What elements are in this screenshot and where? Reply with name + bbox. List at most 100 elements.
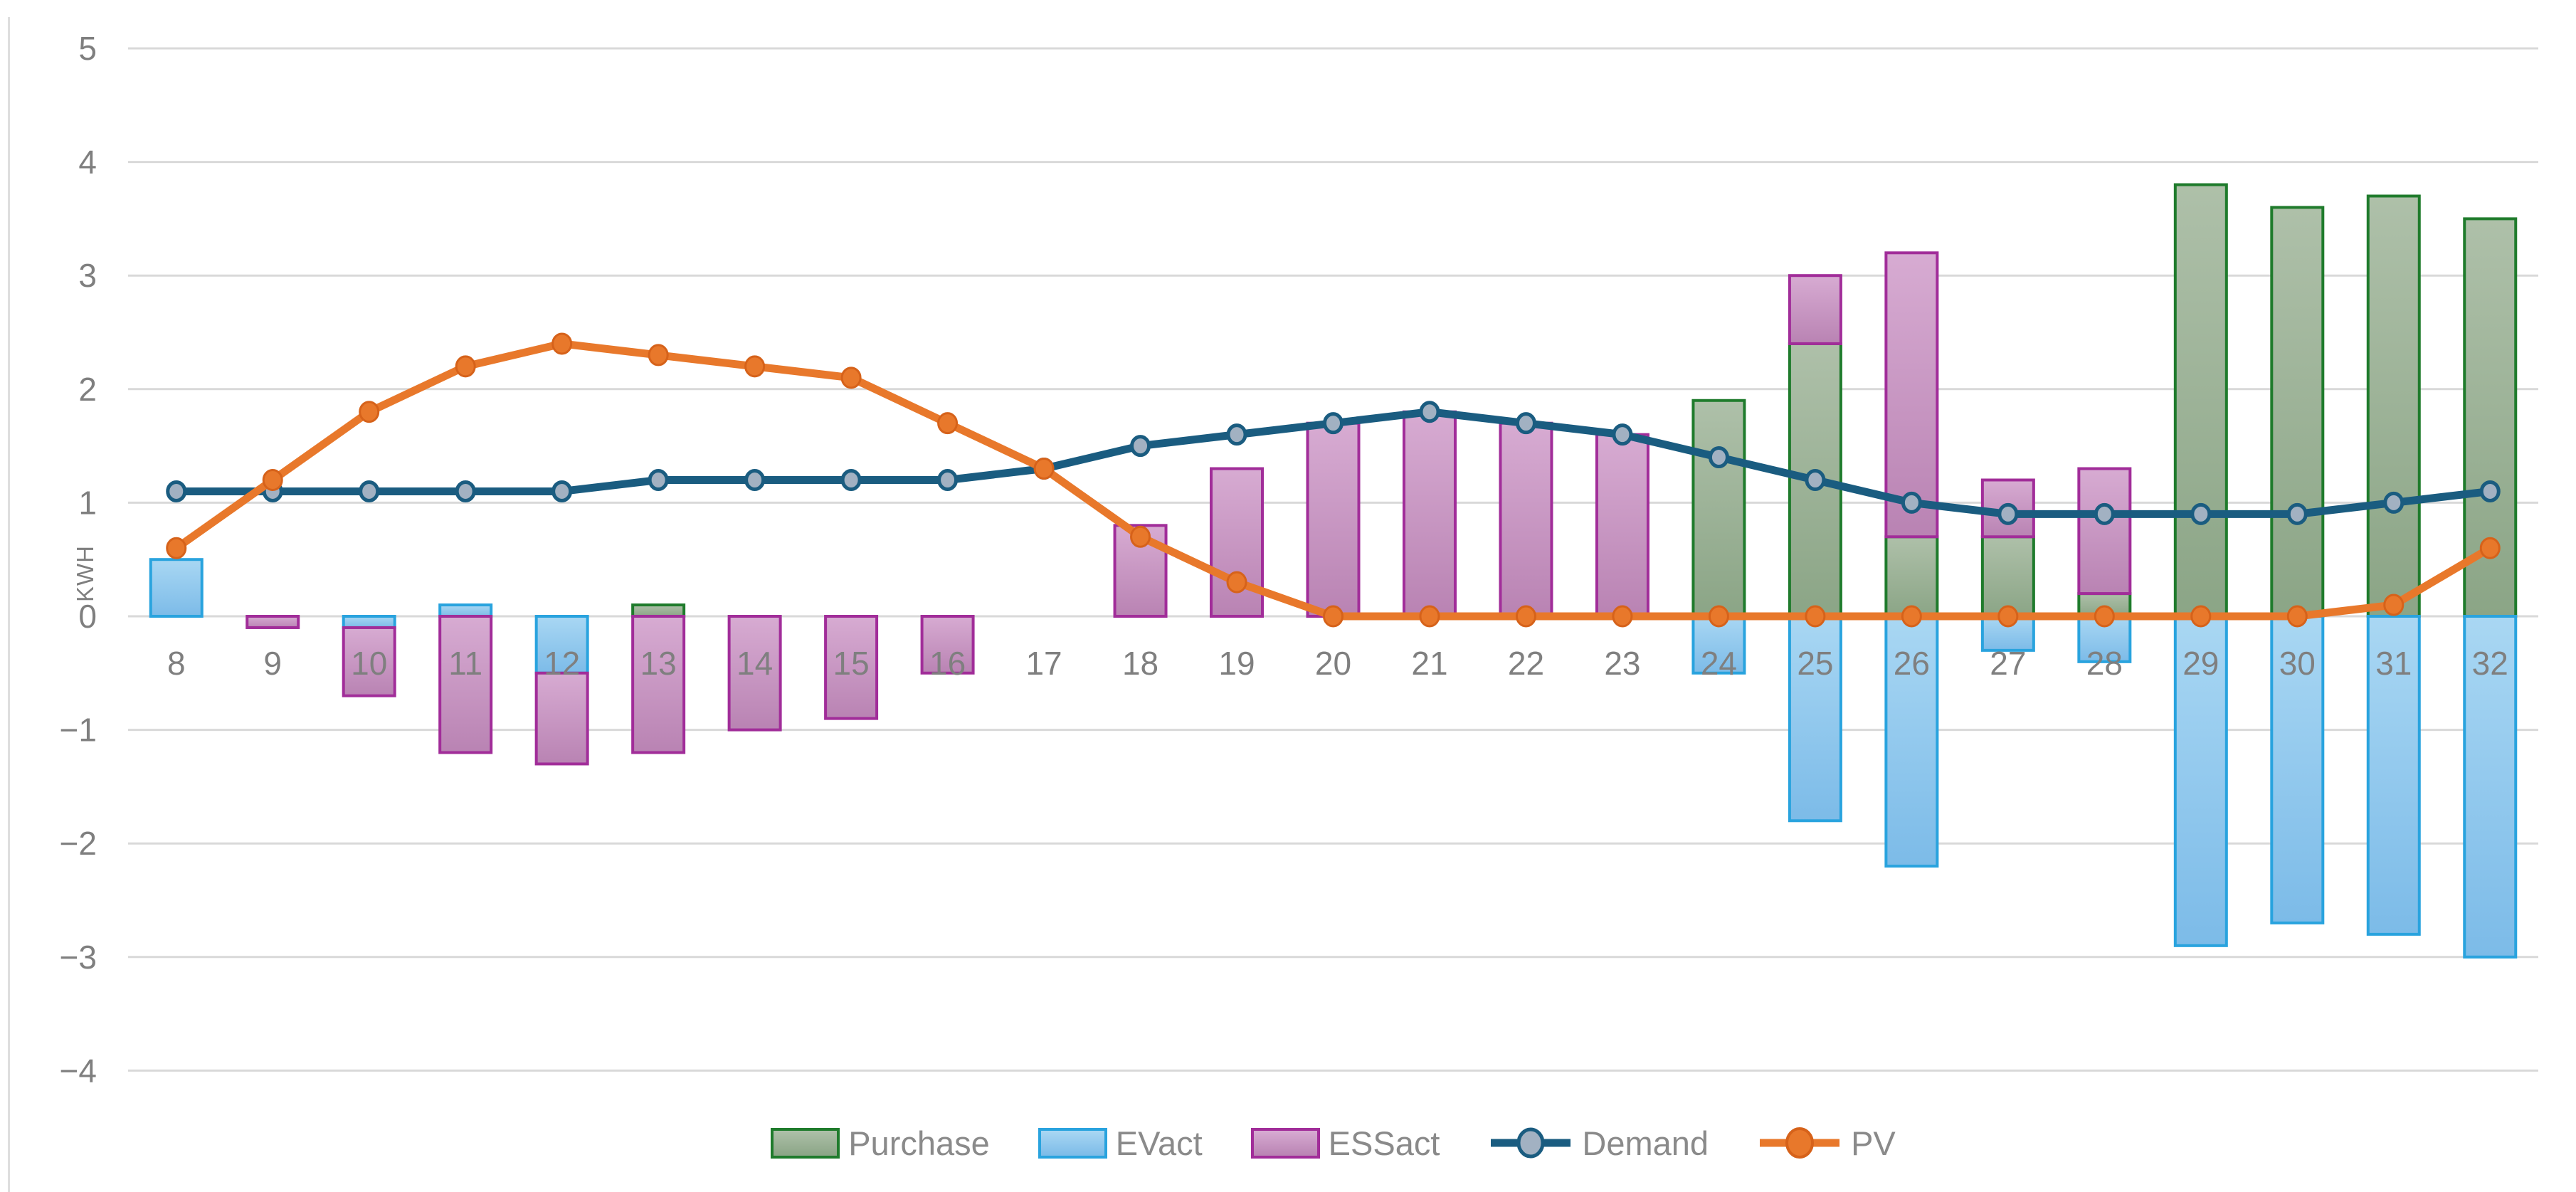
bar-essact-21[interactable] [1402,410,1457,618]
demand-marker-14[interactable] [744,468,766,491]
pv-marker-9[interactable] [262,468,283,491]
bar-evact-25[interactable] [1788,615,1842,823]
bar-essact-22[interactable] [1499,421,1553,618]
x-label-19: 19 [1218,645,1255,682]
bar-essact-19[interactable] [1210,467,1265,618]
demand-marker-19[interactable] [1226,423,1247,446]
pv-marker-28[interactable] [2094,605,2115,628]
pv-marker-14[interactable] [744,355,766,378]
pv-marker-18[interactable] [1130,525,1151,548]
bar-essact-28[interactable] [2077,467,2132,596]
x-label-14: 14 [737,645,773,682]
legend-item-demand[interactable]: Demand [1488,1122,1709,1164]
demand-marker-8[interactable] [166,480,187,502]
demand-marker-27[interactable] [1997,502,2019,525]
demand-marker-23[interactable] [1612,423,1633,446]
bar-evact-12[interactable] [534,615,589,675]
demand-marker-11[interactable] [455,480,476,502]
bar-essact-16[interactable] [920,615,975,675]
x-label-28: 28 [2086,645,2123,682]
demand-marker-32[interactable] [2479,480,2501,502]
demand-marker-10[interactable] [359,480,380,502]
bar-purchase-24[interactable] [1691,399,1746,618]
bar-essact-15[interactable] [824,615,879,720]
pv-marker-13[interactable] [648,344,669,366]
pv-marker-20[interactable] [1323,605,1344,628]
pv-marker-22[interactable] [1515,605,1536,628]
pv-marker-29[interactable] [2190,605,2212,628]
pv-marker-21[interactable] [1419,605,1440,628]
demand-marker-29[interactable] [2190,502,2212,525]
demand-marker-26[interactable] [1901,491,1922,514]
bar-essact-11[interactable] [438,615,493,754]
pv-marker-27[interactable] [1997,605,2019,628]
pv-marker-25[interactable] [1805,605,1826,628]
bar-essact-25[interactable] [1788,274,1842,345]
demand-marker-24[interactable] [1708,446,1729,469]
pv-marker-32[interactable] [2479,537,2501,559]
pv-marker-17[interactable] [1033,458,1055,480]
pv-marker-23[interactable] [1612,605,1633,628]
demand-marker-28[interactable] [2094,502,2115,525]
bar-essact-13[interactable] [631,615,686,754]
x-label-12: 12 [544,645,580,682]
legend-item-essact[interactable]: ESSact [1250,1124,1440,1163]
demand-marker-18[interactable] [1130,435,1151,458]
demand-marker-25[interactable] [1805,468,1826,491]
worksheet-edge-divider [8,17,10,1192]
bar-purchase-27[interactable] [1980,535,2035,618]
bar-essact-20[interactable] [1306,421,1361,618]
pv-marker-31[interactable] [2383,594,2405,616]
bar-essact-26[interactable] [1884,251,1939,539]
x-label-16: 16 [929,645,966,682]
bar-purchase-31[interactable] [2366,194,2421,618]
demand-marker-13[interactable] [648,468,669,491]
pv-marker-12[interactable] [551,332,573,355]
y-tick-−1: −1 [60,712,97,749]
legend-label-evact: EVact [1115,1124,1203,1162]
demand-marker-20[interactable] [1323,412,1344,435]
bar-evact-32[interactable] [2463,615,2518,959]
demand-marker-15[interactable] [840,468,862,491]
pv-marker-26[interactable] [1901,605,1922,628]
demand-marker-16[interactable] [937,468,959,491]
y-tick-2: 2 [78,371,97,408]
bar-purchase-13[interactable] [631,603,686,618]
bar-essact-23[interactable] [1595,433,1649,618]
pv-marker-16[interactable] [937,412,959,435]
bar-purchase-26[interactable] [1884,535,1939,618]
demand-marker-30[interactable] [2286,502,2308,525]
y-tick-1: 1 [78,484,97,521]
x-label-10: 10 [351,645,387,682]
bar-essact-9[interactable] [246,615,300,629]
pv-marker-11[interactable] [455,355,476,378]
demand-marker-22[interactable] [1515,412,1536,435]
pv-marker-10[interactable] [359,401,380,423]
bar-purchase-30[interactable] [2270,206,2325,618]
bar-evact-31[interactable] [2366,615,2421,936]
demand-marker-31[interactable] [2383,491,2405,514]
pv-marker-24[interactable] [1708,605,1729,628]
bar-essact-12[interactable] [534,671,589,766]
bar-evact-10[interactable] [342,615,396,629]
x-label-22: 22 [1508,645,1544,682]
demand-marker-21[interactable] [1419,401,1440,423]
demand-marker-12[interactable] [551,480,573,502]
bar-evact-8[interactable] [149,558,204,618]
bar-evact-11[interactable] [438,603,493,618]
legend-item-evact[interactable]: EVact [1038,1124,1203,1163]
legend-item-purchase[interactable]: Purchase [771,1124,990,1163]
pv-marker-8[interactable] [166,537,187,559]
pv-marker-30[interactable] [2286,605,2308,628]
x-label-18: 18 [1122,645,1158,682]
pv-marker-15[interactable] [840,366,862,389]
legend-item-pv[interactable]: PV [1757,1122,1896,1164]
demand-line-marker-icon [1491,1127,1571,1159]
bar-essact-10[interactable] [342,626,396,697]
bar-evact-26[interactable] [1884,615,1939,868]
pv-marker-19[interactable] [1226,571,1247,594]
legend-label-essact: ESSact [1328,1124,1440,1162]
bar-purchase-29[interactable] [2173,183,2228,618]
bar-essact-14[interactable] [727,615,782,732]
